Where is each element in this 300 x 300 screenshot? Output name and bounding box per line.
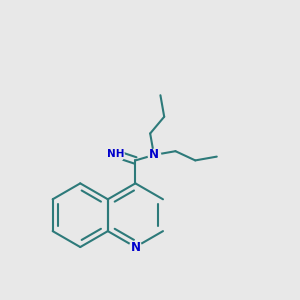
Text: NH: NH bbox=[107, 149, 124, 159]
Text: N: N bbox=[149, 148, 159, 161]
Text: N: N bbox=[130, 241, 140, 254]
